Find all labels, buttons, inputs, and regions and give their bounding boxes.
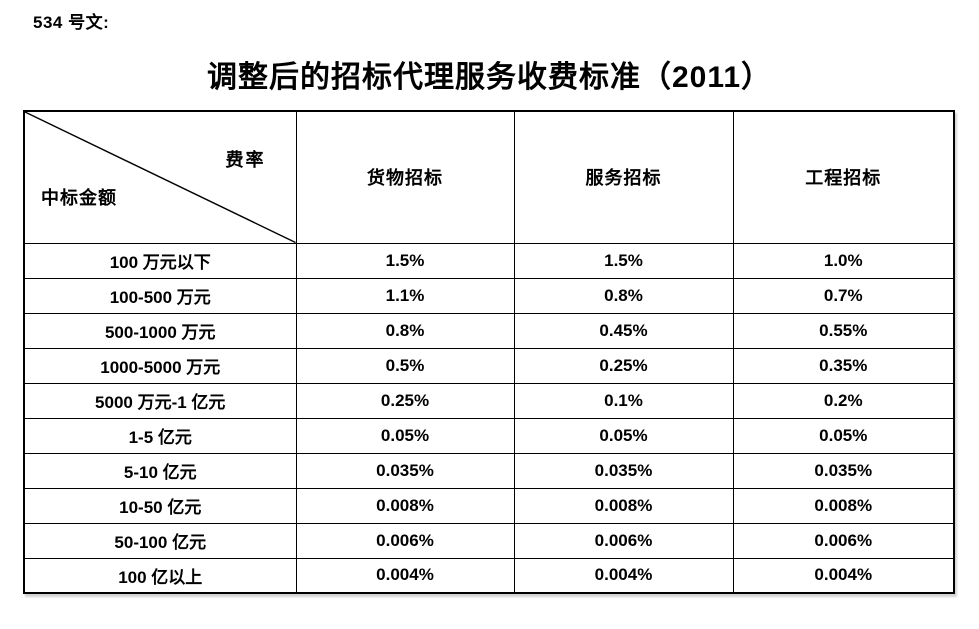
rate-value: 0.05% — [513, 417, 734, 454]
corner-header-cell: 费率 中标金额 — [23, 110, 297, 244]
rate-value: 0.25% — [513, 347, 734, 384]
rate-value: 0.05% — [732, 417, 955, 454]
rate-value: 0.8% — [295, 312, 515, 349]
row-label: 1000-5000 万元 — [23, 347, 297, 384]
rate-value: 1.5% — [513, 242, 734, 279]
rate-value: 0.5% — [295, 347, 515, 384]
corner-label-rate: 费率 — [225, 150, 266, 170]
row-label: 5-10 亿元 — [23, 452, 297, 489]
rate-value: 0.004% — [513, 557, 734, 594]
table-row: 10-50 亿元 0.008% 0.008% 0.008% — [23, 487, 955, 524]
rate-value: 0.035% — [295, 452, 515, 489]
table-row: 1000-5000 万元 0.5% 0.25% 0.35% — [23, 347, 955, 384]
rate-value: 0.55% — [732, 312, 955, 349]
doc-number: 534 号文: — [33, 13, 110, 32]
column-header-works: 工程招标 — [732, 110, 955, 244]
table-header-row: 费率 中标金额 货物招标 服务招标 工程招标 — [23, 110, 955, 244]
row-label: 500-1000 万元 — [23, 312, 297, 349]
fee-standard-table: 费率 中标金额 货物招标 服务招标 工程招标 100 万元以下 1.5% 1.5… — [23, 110, 955, 594]
table-row: 100 亿以上 0.004% 0.004% 0.004% — [23, 557, 955, 594]
page-title: 调整后的招标代理服务收费标准（2011） — [206, 61, 773, 94]
rate-value: 0.008% — [513, 487, 734, 524]
rate-value: 1.0% — [732, 242, 955, 279]
diagonal-divider-line — [25, 112, 296, 243]
rate-value: 0.2% — [732, 382, 955, 419]
rate-value: 0.25% — [295, 382, 515, 419]
table-row: 5-10 亿元 0.035% 0.035% 0.035% — [23, 452, 955, 489]
rate-value: 0.35% — [732, 347, 955, 384]
rate-value: 0.006% — [295, 522, 515, 559]
rate-value: 0.035% — [513, 452, 734, 489]
table-row: 100-500 万元 1.1% 0.8% 0.7% — [23, 277, 955, 314]
rate-value: 0.1% — [513, 382, 734, 419]
rate-value: 0.8% — [513, 277, 734, 314]
rate-value: 0.05% — [295, 417, 515, 454]
table-row: 1-5 亿元 0.05% 0.05% 0.05% — [23, 417, 955, 454]
row-label: 100 万元以下 — [23, 242, 297, 279]
row-label: 100-500 万元 — [23, 277, 297, 314]
table-row: 500-1000 万元 0.8% 0.45% 0.55% — [23, 312, 955, 349]
row-label: 5000 万元-1 亿元 — [23, 382, 297, 419]
row-label: 50-100 亿元 — [23, 522, 297, 559]
rate-value: 0.035% — [732, 452, 955, 489]
rate-value: 1.5% — [295, 242, 515, 279]
rate-value: 0.004% — [732, 557, 955, 594]
rate-value: 0.008% — [732, 487, 955, 524]
row-label: 10-50 亿元 — [23, 487, 297, 524]
row-label: 100 亿以上 — [23, 557, 297, 594]
rate-value: 0.008% — [295, 487, 515, 524]
table-row: 50-100 亿元 0.006% 0.006% 0.006% — [23, 522, 955, 559]
rate-value: 0.006% — [732, 522, 955, 559]
rate-value: 0.006% — [513, 522, 734, 559]
table-row: 5000 万元-1 亿元 0.25% 0.1% 0.2% — [23, 382, 955, 419]
column-header-goods: 货物招标 — [295, 110, 515, 244]
rate-value: 1.1% — [295, 277, 515, 314]
rate-value: 0.45% — [513, 312, 734, 349]
column-header-service: 服务招标 — [513, 110, 734, 244]
rate-value: 0.7% — [732, 277, 955, 314]
row-label: 1-5 亿元 — [23, 417, 297, 454]
corner-label-amount: 中标金额 — [41, 188, 117, 208]
table-row: 100 万元以下 1.5% 1.5% 1.0% — [23, 242, 955, 279]
rate-value: 0.004% — [295, 557, 515, 594]
